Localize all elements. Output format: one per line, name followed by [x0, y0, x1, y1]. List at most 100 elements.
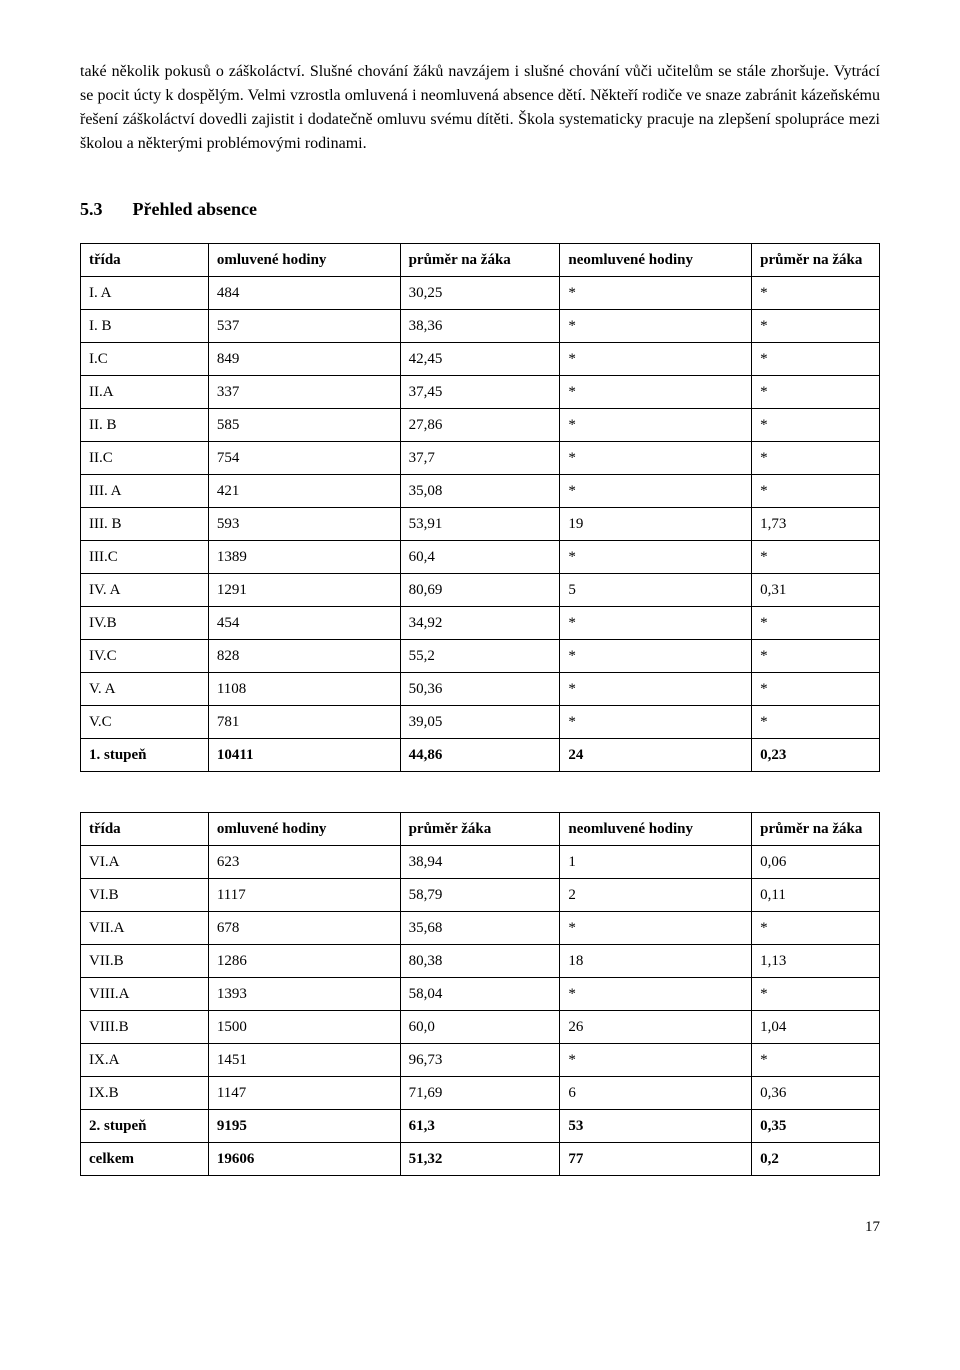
- absence-table-2: třída omluvené hodiny průměr žáka neomlu…: [80, 812, 880, 1176]
- table-row: VIII.B150060,0261,04: [81, 1011, 880, 1044]
- table-cell: 53: [560, 1110, 752, 1143]
- table-cell: *: [752, 541, 880, 574]
- section-heading: 5.3 Přehled absence: [80, 196, 880, 223]
- absence-table-1: třída omluvené hodiny průměr na žáka neo…: [80, 243, 880, 772]
- table-cell: 1451: [208, 1044, 400, 1077]
- table-cell: 1. stupeň: [81, 739, 209, 772]
- table-cell: *: [752, 706, 880, 739]
- table-cell: 1393: [208, 978, 400, 1011]
- table-row: VIII.A139358,04**: [81, 978, 880, 1011]
- table-row: IX.A145196,73**: [81, 1044, 880, 1077]
- table-cell: 623: [208, 846, 400, 879]
- table-cell: 1,04: [752, 1011, 880, 1044]
- table-cell: *: [752, 1044, 880, 1077]
- section-number: 5.3: [80, 196, 128, 223]
- table-cell: *: [560, 1044, 752, 1077]
- table-cell: *: [560, 475, 752, 508]
- table-cell: 0,23: [752, 739, 880, 772]
- table-cell: *: [752, 607, 880, 640]
- table-cell: IX.B: [81, 1077, 209, 1110]
- table-cell: 5: [560, 574, 752, 607]
- intro-paragraph: také několik pokusů o záškoláctví. Slušn…: [80, 60, 880, 156]
- table-cell: *: [752, 978, 880, 1011]
- table-cell: 71,69: [400, 1077, 560, 1110]
- table-cell: *: [752, 277, 880, 310]
- col-header: neomluvené hodiny: [560, 813, 752, 846]
- table-cell: 80,38: [400, 945, 560, 978]
- table-row: I. A48430,25**: [81, 277, 880, 310]
- table-cell: 24: [560, 739, 752, 772]
- table-cell: 484: [208, 277, 400, 310]
- table-cell: *: [752, 442, 880, 475]
- table-cell: 18: [560, 945, 752, 978]
- table-cell: 754: [208, 442, 400, 475]
- table-cell: *: [560, 442, 752, 475]
- table-cell: 77: [560, 1143, 752, 1176]
- table-cell: 80,69: [400, 574, 560, 607]
- table-cell: 39,05: [400, 706, 560, 739]
- table-cell: *: [752, 310, 880, 343]
- table-cell: 96,73: [400, 1044, 560, 1077]
- table-cell: 19: [560, 508, 752, 541]
- table-row: VII.B128680,38181,13: [81, 945, 880, 978]
- table-header-row: třída omluvené hodiny průměr na žáka neo…: [81, 244, 880, 277]
- table-cell: 42,45: [400, 343, 560, 376]
- table-cell: *: [752, 673, 880, 706]
- table-cell: VI.A: [81, 846, 209, 879]
- table-cell: 1108: [208, 673, 400, 706]
- table-cell: 1: [560, 846, 752, 879]
- table-row: celkem1960651,32770,2: [81, 1143, 880, 1176]
- table-cell: 38,36: [400, 310, 560, 343]
- table-row: IX.B114771,6960,36: [81, 1077, 880, 1110]
- table-cell: 35,08: [400, 475, 560, 508]
- table-row: VI.B111758,7920,11: [81, 879, 880, 912]
- table-cell: 2. stupeň: [81, 1110, 209, 1143]
- table-row: I.C84942,45**: [81, 343, 880, 376]
- table-cell: *: [560, 343, 752, 376]
- table-cell: *: [752, 912, 880, 945]
- table-cell: *: [560, 706, 752, 739]
- table-cell: 44,86: [400, 739, 560, 772]
- table-row: 1. stupeň1041144,86240,23: [81, 739, 880, 772]
- table-cell: V. A: [81, 673, 209, 706]
- table-cell: *: [560, 310, 752, 343]
- table-cell: 34,92: [400, 607, 560, 640]
- table-cell: 0,2: [752, 1143, 880, 1176]
- table-cell: *: [560, 541, 752, 574]
- table-cell: 1147: [208, 1077, 400, 1110]
- table-cell: 781: [208, 706, 400, 739]
- table-cell: 38,94: [400, 846, 560, 879]
- table-cell: 6: [560, 1077, 752, 1110]
- table-cell: 0,35: [752, 1110, 880, 1143]
- table-cell: 37,7: [400, 442, 560, 475]
- table-cell: 55,2: [400, 640, 560, 673]
- table-cell: 1117: [208, 879, 400, 912]
- table-cell: 1,13: [752, 945, 880, 978]
- table-row: II.A33737,45**: [81, 376, 880, 409]
- table-cell: 1500: [208, 1011, 400, 1044]
- table-cell: 585: [208, 409, 400, 442]
- page-number: 17: [80, 1216, 880, 1239]
- table-cell: 26: [560, 1011, 752, 1044]
- table-cell: III.C: [81, 541, 209, 574]
- table-row: V. A110850,36**: [81, 673, 880, 706]
- table-cell: 9195: [208, 1110, 400, 1143]
- table-cell: 849: [208, 343, 400, 376]
- col-header: průměr na žáka: [400, 244, 560, 277]
- section-title: Přehled absence: [133, 199, 257, 219]
- table-cell: II.C: [81, 442, 209, 475]
- col-header: neomluvené hodiny: [560, 244, 752, 277]
- table-row: VI.A62338,9410,06: [81, 846, 880, 879]
- table-cell: *: [560, 978, 752, 1011]
- col-header: průměr na žáka: [752, 244, 880, 277]
- col-header: průměr na žáka: [752, 813, 880, 846]
- table-cell: 2: [560, 879, 752, 912]
- table-cell: III. A: [81, 475, 209, 508]
- table-row: III. A42135,08**: [81, 475, 880, 508]
- table-cell: 61,3: [400, 1110, 560, 1143]
- table-cell: 0,36: [752, 1077, 880, 1110]
- table-cell: 1286: [208, 945, 400, 978]
- table-cell: *: [560, 376, 752, 409]
- col-header: omluvené hodiny: [208, 813, 400, 846]
- table-cell: IV.B: [81, 607, 209, 640]
